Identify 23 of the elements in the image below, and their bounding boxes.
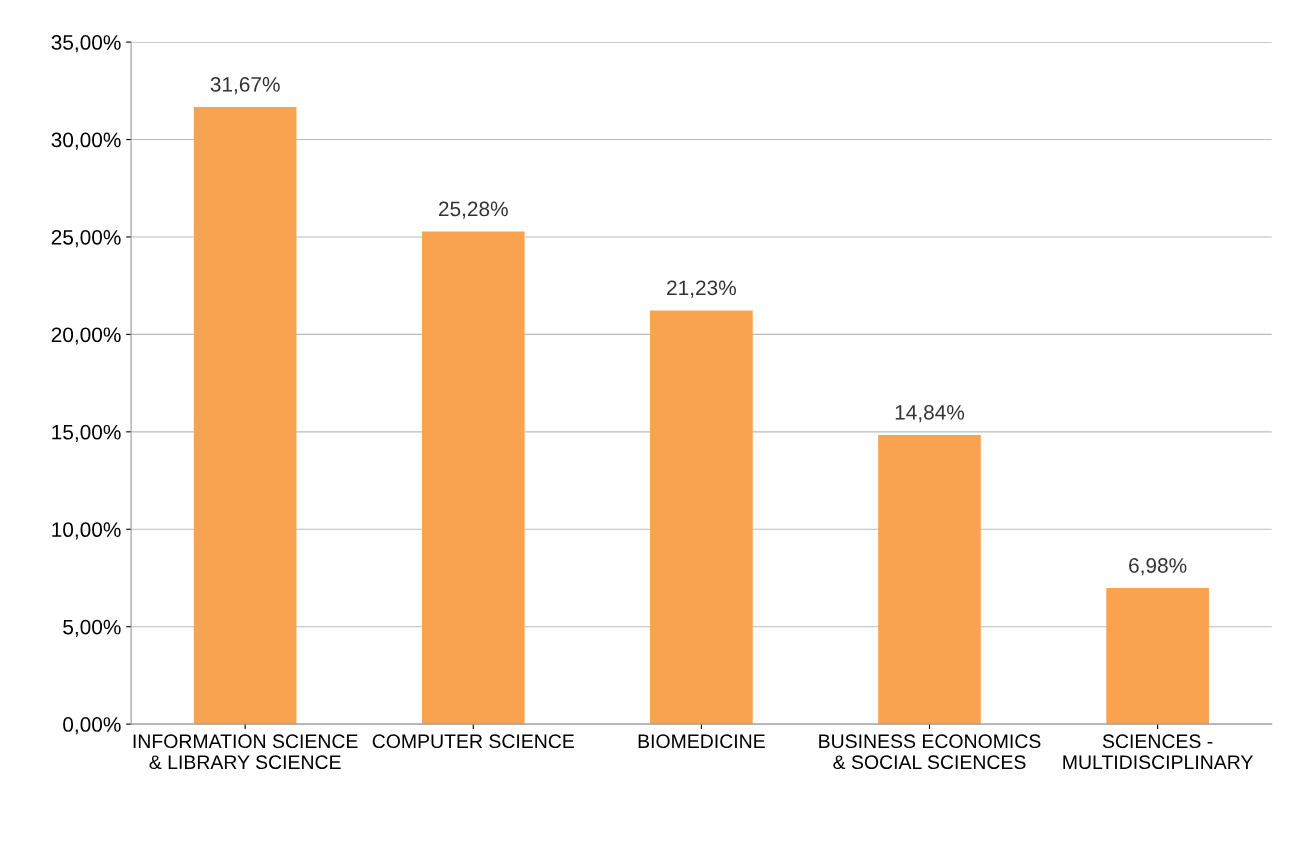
x-tick-label: COMPUTER SCIENCE	[372, 734, 574, 749]
data-label: 6,98%	[1129, 558, 1187, 576]
y-tick-label: 25,00%	[51, 229, 121, 248]
x-tick-label: BIOMEDICINE	[638, 734, 765, 749]
data-label: 31,67%	[210, 77, 280, 95]
x-tick-label: BUSINESS ECONOMICS & SOCIAL SCIENCES	[819, 734, 1041, 770]
y-tick-label: 20,00%	[51, 327, 121, 345]
bar	[1106, 588, 1209, 725]
y-tick-label: 35,00%	[51, 35, 121, 53]
bar	[878, 434, 981, 725]
y-tick-label: 10,00%	[52, 522, 121, 540]
bar	[650, 310, 753, 725]
y-tick-label: 30,00%	[51, 132, 121, 150]
data-label: 21,23%	[667, 280, 736, 298]
y-tick-label: 0,00%	[63, 717, 121, 735]
data-label: 25,28%	[438, 201, 508, 219]
x-tick-label: SCIENCES - MULTIDISCIPLINARY	[1063, 734, 1253, 770]
bar	[421, 231, 525, 725]
y-tick-label: 15,00%	[52, 424, 121, 443]
data-label: 14,84%	[895, 404, 965, 423]
x-tick-label: INFORMATION SCIENCE & LIBRARY SCIENCE	[133, 734, 358, 770]
bar	[193, 106, 297, 725]
y-tick-label: 5,00%	[63, 619, 121, 637]
